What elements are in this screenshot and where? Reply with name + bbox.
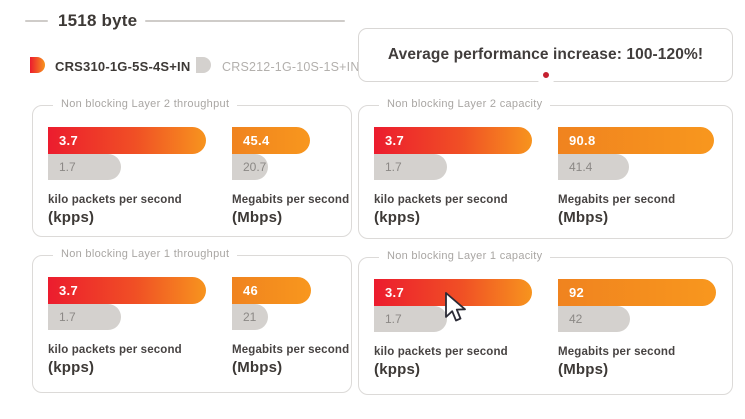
bars: 3.7 1.7 — [48, 277, 206, 330]
unit-abbr: (kpps) — [374, 361, 421, 378]
average-performance-banner: Average performance increase: 100-120%! — [358, 28, 733, 85]
unit-abbr: (kpps) — [374, 209, 421, 226]
bar-crs310: 46 — [232, 277, 311, 304]
bars: 90.8 41.4 — [558, 127, 717, 180]
bar-value: 21 — [243, 310, 257, 324]
unit-label: kilo packets per second — [374, 346, 508, 358]
bar-crs212: 20.7 — [232, 154, 268, 180]
metric-group: 3.7 1.7 kilo packets per second (kpps) — [48, 127, 206, 226]
panel-body: 3.7 1.7 kilo packets per second (kpps) 45… — [33, 106, 351, 226]
bar-value: 3.7 — [59, 283, 78, 298]
panel-body: 3.7 1.7 kilo packets per second (kpps) 92… — [359, 258, 732, 378]
metric-panel: Non blocking Layer 1 throughput 3.7 1.7 k… — [32, 248, 352, 393]
bars: 3.7 1.7 — [374, 279, 532, 332]
unit-label: Megabits per second — [558, 194, 676, 206]
metric-group: 3.7 1.7 kilo packets per second (kpps) — [374, 279, 532, 378]
panel-title: Non blocking Layer 1 throughput — [53, 248, 238, 260]
bar-crs212: 42 — [558, 306, 631, 332]
unit-label: Megabits per second — [232, 194, 350, 206]
legend-swatch-crs310 — [30, 57, 45, 73]
bars: 3.7 1.7 — [374, 127, 532, 180]
bar-value: 3.7 — [385, 285, 404, 300]
unit-abbr: (Mbps) — [232, 359, 283, 376]
bar-value: 20.7 — [243, 160, 267, 174]
bar-crs212: 1.7 — [48, 304, 121, 330]
bar-crs310: 3.7 — [48, 277, 206, 304]
bar-value: 41.4 — [569, 160, 593, 174]
bar-value: 45.4 — [243, 133, 270, 148]
banner-text: Average performance increase: 100-120%! — [387, 46, 704, 63]
bar-value: 90.8 — [569, 133, 596, 148]
panel-title: Non blocking Layer 2 capacity — [379, 98, 551, 110]
bar-crs212: 1.7 — [374, 154, 447, 180]
bar-value: 1.7 — [385, 160, 402, 174]
metric-group: 3.7 1.7 kilo packets per second (kpps) — [48, 277, 206, 376]
metric-panel: Non blocking Layer 1 capacity 3.7 1.7 kil… — [358, 250, 733, 395]
unit-label: kilo packets per second — [48, 194, 182, 206]
title-dash-right — [145, 20, 345, 22]
bar-value: 1.7 — [59, 160, 76, 174]
page-title: 1518 byte — [58, 11, 138, 30]
metric-panel: Non blocking Layer 2 throughput 3.7 1.7 k… — [32, 98, 352, 237]
bars: 92 42 — [558, 279, 717, 332]
panel-body: 3.7 1.7 kilo packets per second (kpps) 90… — [359, 106, 732, 226]
bar-value: 1.7 — [59, 310, 76, 324]
unit-abbr: (Mbps) — [558, 361, 609, 378]
panel-body: 3.7 1.7 kilo packets per second (kpps) 46… — [33, 256, 351, 376]
bar-crs310: 92 — [558, 279, 716, 306]
bars: 46 21 — [232, 277, 336, 330]
metric-group: 46 21 Megabits per second (Mbps) — [232, 277, 350, 376]
legend-label-crs212: CRS212-1G-10S-1S+IN — [222, 60, 360, 74]
bar-crs310: 45.4 — [232, 127, 310, 154]
bar-crs212: 1.7 — [374, 306, 447, 332]
metric-group: 92 42 Megabits per second (Mbps) — [558, 279, 717, 378]
legend-swatch-crs212 — [196, 57, 211, 73]
unit-label: kilo packets per second — [48, 344, 182, 356]
panel-title: Non blocking Layer 1 capacity — [379, 250, 551, 262]
bar-crs212: 41.4 — [558, 154, 630, 180]
unit-label: Megabits per second — [232, 344, 350, 356]
bar-value: 92 — [569, 285, 585, 300]
bar-value: 3.7 — [385, 133, 404, 148]
bars: 3.7 1.7 — [48, 127, 206, 180]
panel-title: Non blocking Layer 2 throughput — [53, 98, 238, 110]
bar-value: 46 — [243, 283, 259, 298]
bar-crs212: 1.7 — [48, 154, 121, 180]
bar-crs212: 21 — [232, 304, 269, 330]
bars: 45.4 20.7 — [232, 127, 336, 180]
unit-abbr: (kpps) — [48, 209, 95, 226]
title-dash-left — [25, 20, 48, 22]
bar-crs310: 3.7 — [48, 127, 206, 154]
bar-value: 1.7 — [385, 312, 402, 326]
metric-group: 90.8 41.4 Megabits per second (Mbps) — [558, 127, 717, 226]
bar-crs310: 3.7 — [374, 127, 532, 154]
metric-panel: Non blocking Layer 2 capacity 3.7 1.7 kil… — [358, 98, 733, 239]
metric-group: 45.4 20.7 Megabits per second (Mbps) — [232, 127, 350, 226]
carousel-dot[interactable] — [535, 65, 556, 85]
unit-abbr: (Mbps) — [558, 209, 609, 226]
unit-abbr: (Mbps) — [232, 209, 283, 226]
metric-group: 3.7 1.7 kilo packets per second (kpps) — [374, 127, 532, 226]
unit-label: kilo packets per second — [374, 194, 508, 206]
bar-crs310: 90.8 — [558, 127, 714, 154]
unit-label: Megabits per second — [558, 346, 676, 358]
bar-value: 3.7 — [59, 133, 78, 148]
bar-value: 42 — [569, 312, 583, 326]
unit-abbr: (kpps) — [48, 359, 95, 376]
legend-label-crs310: CRS310-1G-5S-4S+IN — [55, 59, 191, 74]
bar-crs310: 3.7 — [374, 279, 532, 306]
